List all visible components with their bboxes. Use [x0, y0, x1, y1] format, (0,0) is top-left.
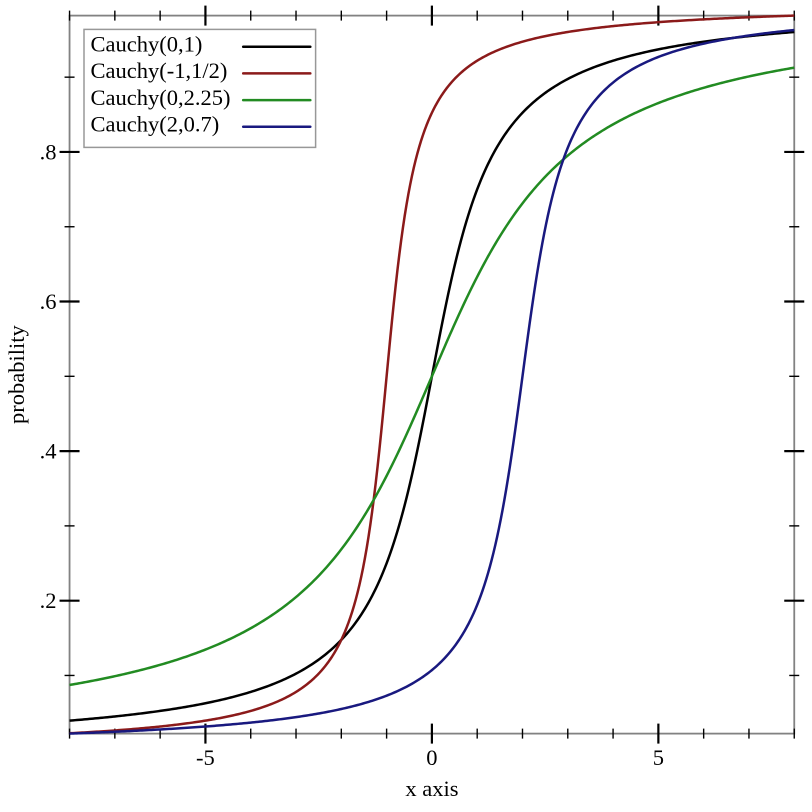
svg-text:.8: .8 [40, 139, 57, 164]
svg-text:x axis: x axis [405, 776, 458, 801]
svg-text:0: 0 [426, 745, 437, 770]
svg-text:Cauchy(-1,1/2): Cauchy(-1,1/2) [91, 58, 228, 83]
svg-text:.4: .4 [40, 439, 57, 464]
svg-text:probability: probability [4, 324, 29, 423]
svg-text:Cauchy(0,2.25): Cauchy(0,2.25) [91, 85, 231, 110]
svg-text:.2: .2 [40, 588, 57, 613]
svg-text:Cauchy(0,1): Cauchy(0,1) [91, 32, 203, 57]
svg-text:5: 5 [653, 745, 664, 770]
svg-text:.6: .6 [40, 289, 57, 314]
svg-text:Cauchy(2,0.7): Cauchy(2,0.7) [91, 112, 220, 137]
svg-text:-5: -5 [196, 745, 215, 770]
